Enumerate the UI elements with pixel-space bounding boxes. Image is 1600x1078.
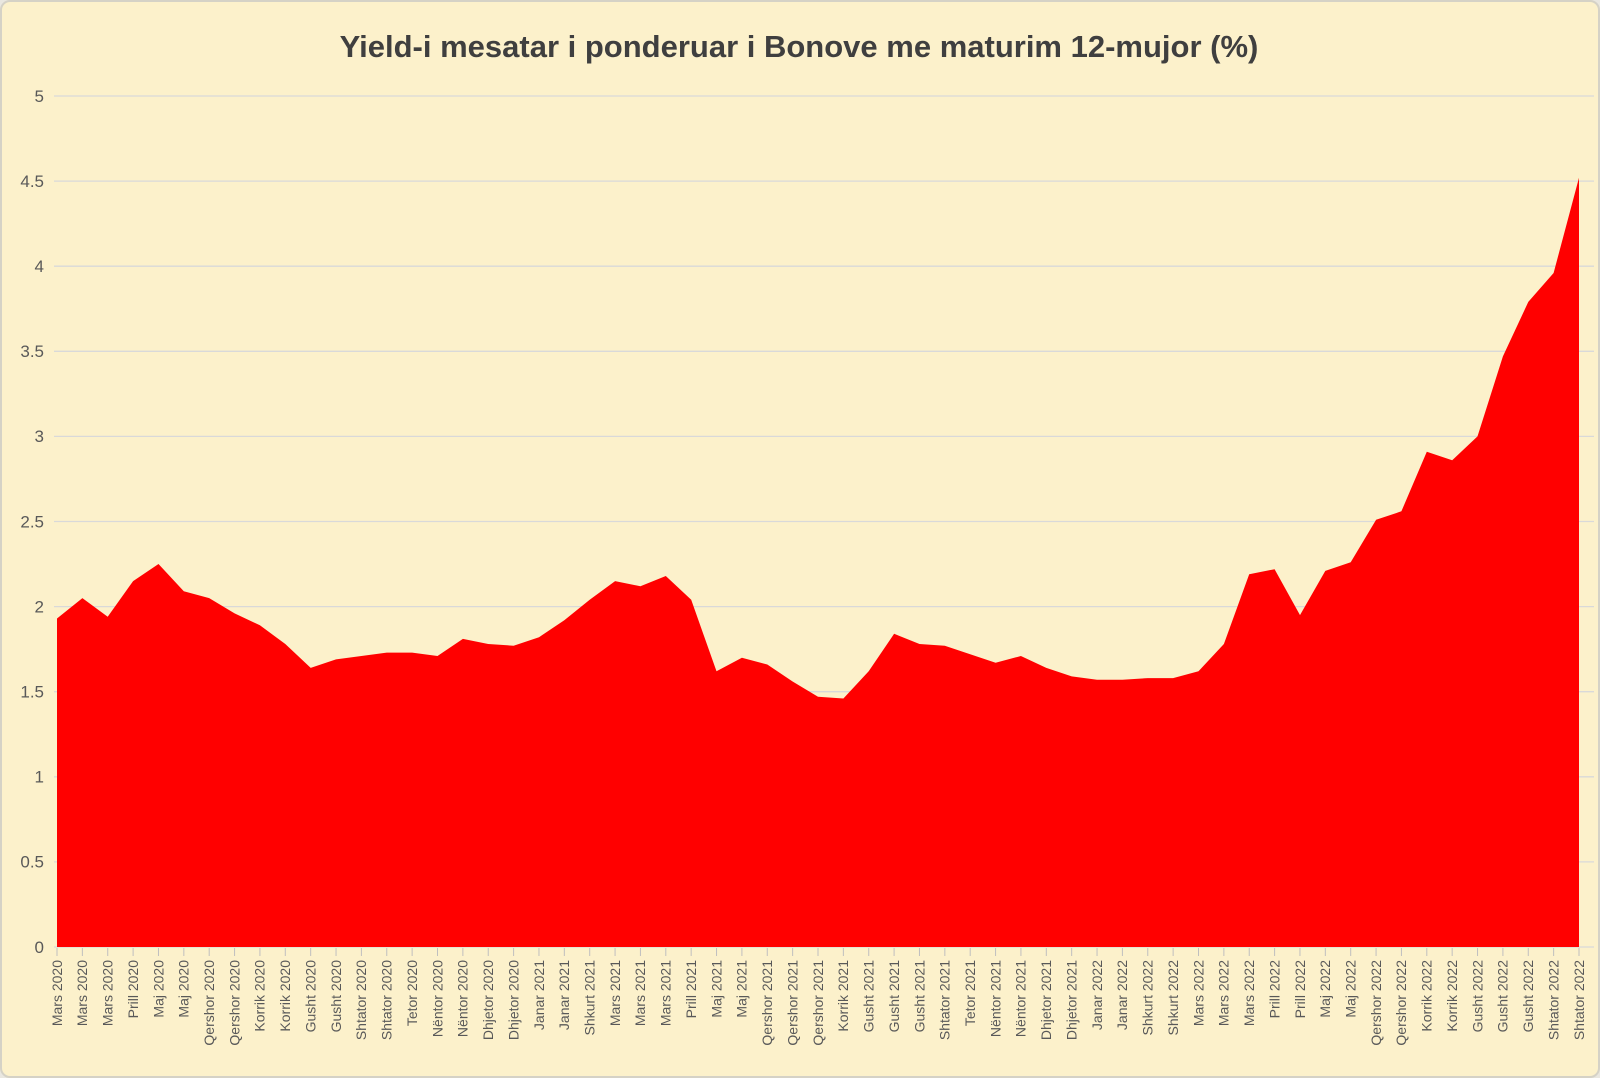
x-axis-label: Dhjetor 2021 <box>1038 960 1054 1040</box>
x-axis-label: Maj 2022 <box>1317 960 1333 1018</box>
x-axis-label: Prill 2021 <box>683 960 699 1019</box>
x-axis-label: Qershor 2022 <box>1393 960 1409 1046</box>
x-axis-label: Mars 2020 <box>74 960 90 1026</box>
x-axis-label: Janar 2022 <box>1114 960 1130 1030</box>
y-axis-label: 3.5 <box>20 342 44 361</box>
x-axis-label: Mars 2020 <box>99 960 115 1026</box>
x-axis-label: Gusht 2020 <box>302 960 318 1033</box>
y-axis-label: 4 <box>35 257 44 276</box>
x-axis-label: Mars 2021 <box>607 960 623 1026</box>
x-axis-label: Shkurt 2022 <box>1165 960 1181 1036</box>
x-axis-label: Mars 2022 <box>1216 960 1232 1026</box>
x-axis-label: Mars 2022 <box>1190 960 1206 1026</box>
y-axis-label: 1.5 <box>20 682 44 701</box>
x-axis-label: Korrik 2022 <box>1419 960 1435 1032</box>
x-axis-label: Tetor 2020 <box>404 960 420 1026</box>
x-axis-label: Shtator 2020 <box>353 960 369 1040</box>
y-axis-label: 1 <box>35 768 44 787</box>
x-axis-label: Qershor 2021 <box>810 960 826 1046</box>
x-axis-label: Janar 2022 <box>1089 960 1105 1030</box>
x-axis-label: Maj 2022 <box>1342 960 1358 1018</box>
x-axis-ticks <box>56 948 1580 956</box>
x-axis-label: Nëntor 2021 <box>1013 960 1029 1037</box>
y-axis-label: 4.5 <box>20 172 44 191</box>
x-axis-label: Shtator 2022 <box>1571 960 1587 1040</box>
x-axis-label: Gusht 2021 <box>860 960 876 1033</box>
x-axis-label: Janar 2021 <box>556 960 572 1030</box>
x-axis-label: Maj 2020 <box>176 960 192 1018</box>
x-axis-label: Gusht 2022 <box>1520 960 1536 1033</box>
x-axis-label: Shtator 2021 <box>937 960 953 1040</box>
x-axis-label: Shtator 2022 <box>1545 960 1561 1040</box>
chart-title: Yield-i mesatar i ponderuar i Bonove me … <box>340 29 1259 64</box>
area-series <box>57 177 1579 947</box>
x-axis-label: Qershor 2020 <box>201 960 217 1046</box>
x-axis-label: Korrik 2020 <box>252 960 268 1032</box>
x-axis-label: Shkurt 2021 <box>581 960 597 1036</box>
x-axis-label: Qershor 2021 <box>759 960 775 1046</box>
y-axis-label: 5 <box>35 87 44 106</box>
x-axis-label: Gusht 2021 <box>911 960 927 1033</box>
x-axis-label: Janar 2021 <box>531 960 547 1030</box>
x-axis-label: Qershor 2022 <box>1368 960 1384 1046</box>
x-axis-label: Mars 2022 <box>1241 960 1257 1026</box>
x-axis-label: Tetor 2021 <box>962 960 978 1026</box>
x-axis-label: Gusht 2020 <box>328 960 344 1033</box>
x-axis-label: Shtator 2020 <box>379 960 395 1040</box>
x-axis-label: Qershor 2021 <box>784 960 800 1046</box>
x-axis-labels: Mars 2020 Mars 2020 Mars 2020 Prill 2020 Maj… <box>49 960 1587 1046</box>
x-axis-label: Gusht 2022 <box>1469 960 1485 1033</box>
y-axis-label: 2 <box>35 597 44 616</box>
x-axis-label: Maj 2021 <box>734 960 750 1018</box>
x-axis-label: Qershor 2020 <box>226 960 242 1046</box>
y-axis-label: 2.5 <box>20 512 44 531</box>
x-axis-label: Prill 2022 <box>1292 960 1308 1019</box>
x-axis-label: Maj 2021 <box>708 960 724 1018</box>
x-axis-label: Mars 2021 <box>658 960 674 1026</box>
y-axis-labels: 0 0.5 1 1.5 2 2.5 3 3.5 4 4.5 5 <box>20 87 44 957</box>
x-axis-label: Dhjetor 2020 <box>505 960 521 1040</box>
y-axis-label: 3 <box>35 427 44 446</box>
x-axis-label: Gusht 2021 <box>886 960 902 1033</box>
x-axis-label: Nëntor 2021 <box>987 960 1003 1037</box>
x-axis-label: Korrik 2021 <box>835 960 851 1032</box>
x-axis-label: Nëntor 2020 <box>429 960 445 1037</box>
x-axis-label: Korrik 2020 <box>277 960 293 1032</box>
y-axis-label: 0.5 <box>20 853 44 872</box>
x-axis-label: Dhjetor 2021 <box>1063 960 1079 1040</box>
x-axis-label: Mars 2021 <box>632 960 648 1026</box>
x-axis-label: Shkurt 2022 <box>1140 960 1156 1036</box>
x-axis-label: Maj 2020 <box>150 960 166 1018</box>
x-axis-label: Gusht 2022 <box>1495 960 1511 1033</box>
x-axis-label: Nëntor 2020 <box>455 960 471 1037</box>
x-axis-label: Prill 2022 <box>1266 960 1282 1019</box>
x-axis-label: Korrik 2022 <box>1444 960 1460 1032</box>
x-axis-label: Mars 2020 <box>49 960 65 1026</box>
y-axis-label: 0 <box>35 938 44 957</box>
x-axis-label: Prill 2020 <box>125 960 141 1019</box>
x-axis-label: Dhjetor 2020 <box>480 960 496 1040</box>
